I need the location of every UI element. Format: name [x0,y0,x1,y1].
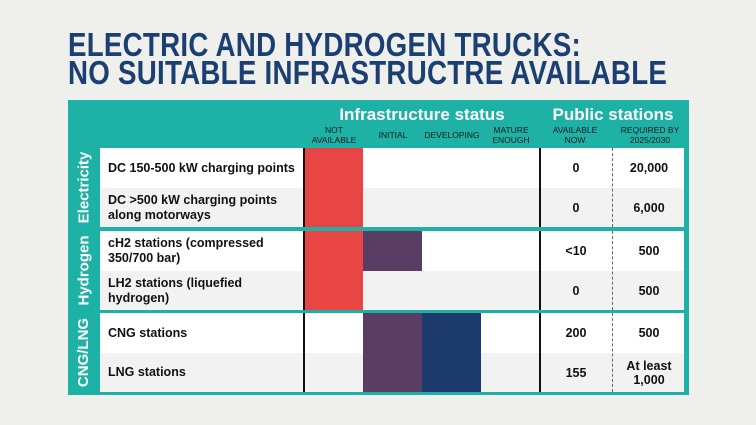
col-available-now: AVAILABLE NOW [552,125,598,145]
col-developing: DEVELOPING [424,130,480,140]
table-row: LH2 stations (liquefied hydrogen) 0 500 [100,271,684,310]
row-label: CNG stations [108,325,188,340]
status-bar-initial [363,231,422,271]
table-row: CNG stations 200 500 [100,313,684,353]
status-bar-developing [422,353,481,392]
infrastructure-table: Infrastructure status Public stations NO… [68,100,689,395]
column-divider [539,313,541,392]
table-row: DC 150-500 kW charging points 0 20,000 [100,148,684,188]
table-row: cH2 stations (compressed 350/700 bar) <10… [100,231,684,271]
title-line-2: NO SUITABLE INFRASTRUCTRE AVAILABLE [68,54,668,91]
group-label-2: CNG/LNG [68,313,100,392]
status-bar-not-available [305,271,363,310]
group-name: Electricity [75,151,93,224]
column-divider [612,313,613,392]
available-now-value: 0 [572,161,580,175]
column-divider [303,231,305,310]
required-value: At least 1,000 [626,358,672,387]
group-label-1: Hydrogen [68,231,100,310]
infrastructure-status-header: Infrastructure status [339,105,505,124]
required-value: 500 [638,244,660,258]
group-label-0: Electricity [68,148,100,227]
column-divider [303,148,305,227]
column-divider [539,148,541,227]
required-value: 500 [638,326,660,340]
status-bar-developing [422,313,481,353]
group-name: CNG/LNG [75,317,93,388]
group-name: Hydrogen [75,235,93,306]
available-now-value: <10 [565,244,587,258]
required-value: 500 [638,283,660,298]
row-label: cH2 stations (compressed 350/700 bar) [108,236,264,265]
column-divider [539,231,541,310]
row-label: DC 150-500 kW charging points [108,160,295,175]
available-now-value: 0 [572,200,580,215]
col-mature: MATURE ENOUGH [492,125,530,145]
available-now-value: 0 [572,283,580,298]
available-now-value: 155 [565,365,587,380]
title-line-1: ELECTRIC AND HYDROGEN TRUCKS: [68,26,581,63]
column-divider [612,231,613,310]
required-value: 20,000 [629,161,669,175]
column-divider [303,313,305,392]
table-row: LNG stations 155 At least 1,000 [100,353,684,392]
col-required: REQUIRED BY 2025/2030 [620,125,680,145]
status-bar-initial [363,313,422,353]
row-label: LNG stations [108,365,186,379]
col-initial: INITIAL [378,130,408,140]
public-stations-header: Public stations [552,105,674,124]
status-bar-not-available [305,148,363,188]
status-bar-not-available [305,231,363,271]
col-not-available: NOT AVAILABLE [311,125,357,145]
available-now-value: 200 [565,326,587,340]
table-row: DC >500 kW charging points along motorwa… [100,188,684,227]
row-label: LH2 stations (liquefied hydrogen) [108,275,243,305]
status-bar-initial [363,353,422,392]
column-divider [612,148,613,227]
status-bar-not-available [305,188,363,227]
required-value: 6,000 [633,200,665,215]
row-label: DC >500 kW charging points along motorwa… [108,192,278,222]
